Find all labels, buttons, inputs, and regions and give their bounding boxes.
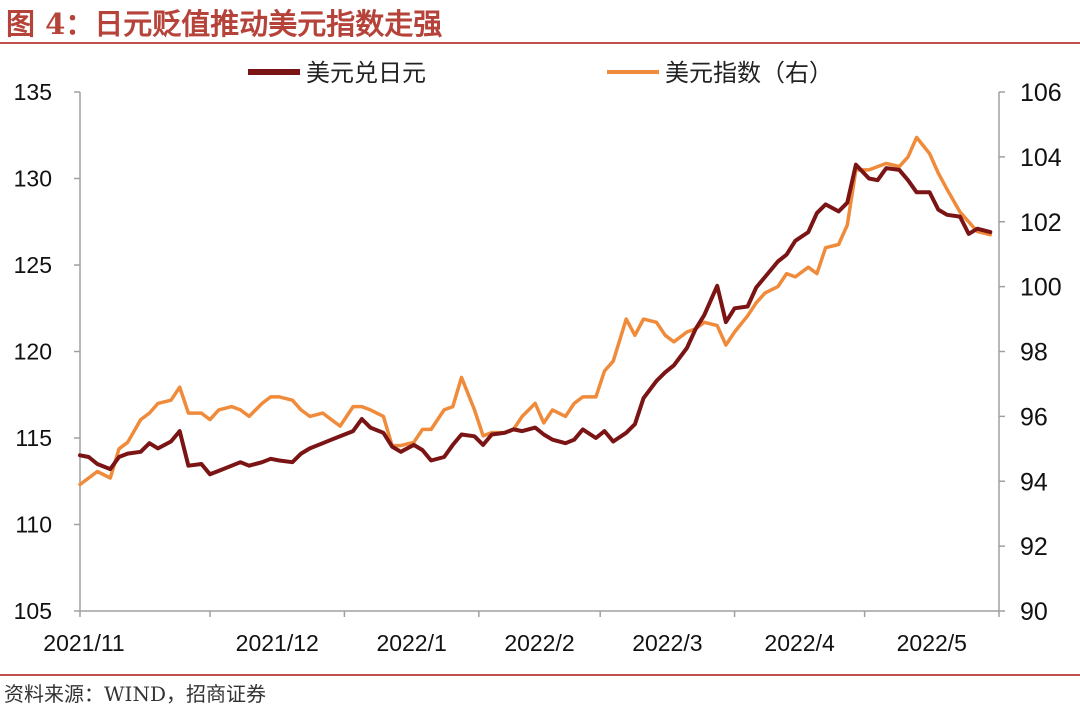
y-tick-label-right: 98 [1020, 339, 1048, 367]
chart-series [78, 135, 993, 487]
series-line-dxy [78, 135, 993, 487]
y-tick-label-left: 130 [14, 166, 52, 192]
x-tick-label: 2021/11 [43, 630, 124, 656]
y-tick-label-right: 96 [1020, 403, 1048, 431]
y-tick-label-left: 125 [14, 252, 52, 278]
y-tick-label-left: 115 [15, 425, 52, 451]
x-tick-label: 2022/1 [376, 630, 446, 656]
y-tick-label-right: 90 [1020, 598, 1048, 626]
legend-label-dxy: 美元指数（右） [665, 60, 833, 87]
source-rule [0, 674, 1080, 676]
figure-title: 图 4：日元贬值推动美元指数走强 [6, 7, 443, 41]
y-tick-label-left: 120 [14, 339, 52, 365]
x-tick-label: 2022/4 [764, 630, 835, 656]
x-tick-label: 2022/3 [632, 630, 702, 656]
y-tick-label-left: 110 [15, 512, 52, 538]
chart: 105 110 115 120 125 130 135 90 92 94 96 98 100 102 104… [14, 60, 1062, 656]
x-tick-label: 2022/2 [504, 630, 574, 656]
source-note: 资料来源：WIND，招商证券 [4, 682, 266, 706]
title-rule [0, 42, 1080, 44]
y-tick-label-right: 102 [1020, 209, 1062, 237]
y-tick-label-right: 94 [1020, 468, 1048, 496]
y-tick-label-left: 105 [14, 598, 52, 624]
x-tick-label: 2021/12 [236, 630, 319, 656]
legend-label-usdjpy: 美元兑日元 [306, 60, 426, 87]
y-tick-label-right: 104 [1020, 144, 1062, 172]
y-tick-label-left: 135 [14, 79, 52, 105]
chart-legend: 美元兑日元 美元指数（右） [248, 60, 833, 87]
series-line-usdjpy [78, 162, 993, 477]
y-tick-label-right: 92 [1020, 533, 1048, 561]
chart-axes: 105 110 115 120 125 130 135 90 92 94 96 98 100 102 104… [14, 79, 1062, 656]
x-tick-label: 2022/5 [897, 630, 967, 656]
y-tick-label-right: 106 [1020, 79, 1062, 107]
y-tick-label-right: 100 [1020, 274, 1062, 302]
